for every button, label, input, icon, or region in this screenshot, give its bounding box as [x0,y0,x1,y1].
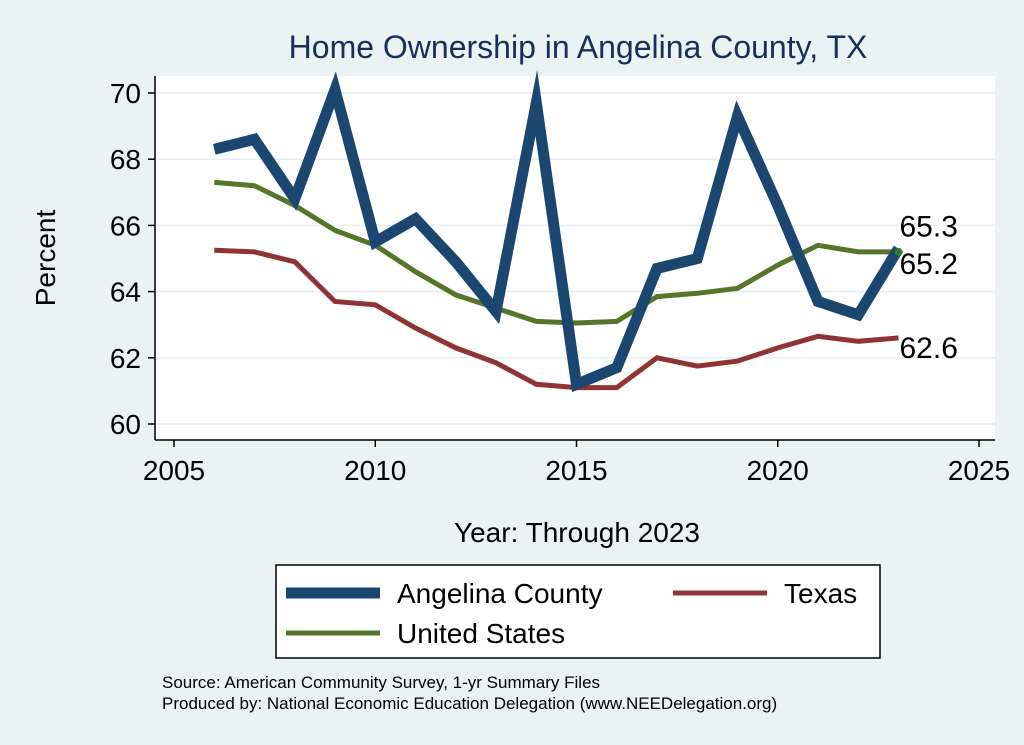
series-layer [212,69,904,393]
y-tick-label-70: 70 [110,78,141,109]
end-label-angelina-county: 65.3 [900,211,958,244]
legend-label-united-states: United States [397,618,565,649]
series-line-texas [214,247,899,391]
y-tick-label-68: 68 [110,144,141,175]
y-tick-label-62: 62 [110,343,141,374]
x-axis-label: Year: Through 2023 [454,517,700,548]
legend-label-angelina-county: Angelina County [397,578,602,609]
legend-box [275,564,881,659]
x-tick-label-2025: 2025 [948,455,1010,486]
legend: Angelina County Texas United States [275,564,881,659]
series-end-marker-united-states [894,247,903,256]
end-label-texas: 62.6 [900,332,958,365]
series-line-united-states [214,179,899,326]
y-axis-label: Percent [30,210,61,307]
x-tick-label-2010: 2010 [344,455,406,486]
source-note: Source: American Community Survey, 1-yr … [162,673,600,692]
x-tick-label-2005: 2005 [143,455,205,486]
y-tick-label-64: 64 [110,277,141,308]
x-tick-label-2020: 2020 [747,455,809,486]
chart-title: Home Ownership in Angelina County, TX [289,29,868,65]
y-tick-label-60: 60 [110,409,141,440]
axes: 60 62 64 66 68 70 2005 2010 2015 2020 2025 [110,76,1010,486]
end-label-united-states: 65.2 [900,248,958,281]
end-labels: 65.3 65.2 62.6 [900,211,958,365]
y-tick-label-66: 66 [110,210,141,241]
legend-label-texas: Texas [784,578,857,609]
x-tick-label-2015: 2015 [545,455,607,486]
produced-by-note: Produced by: National Economic Education… [162,694,777,713]
series-line-angelina-county [212,69,904,393]
